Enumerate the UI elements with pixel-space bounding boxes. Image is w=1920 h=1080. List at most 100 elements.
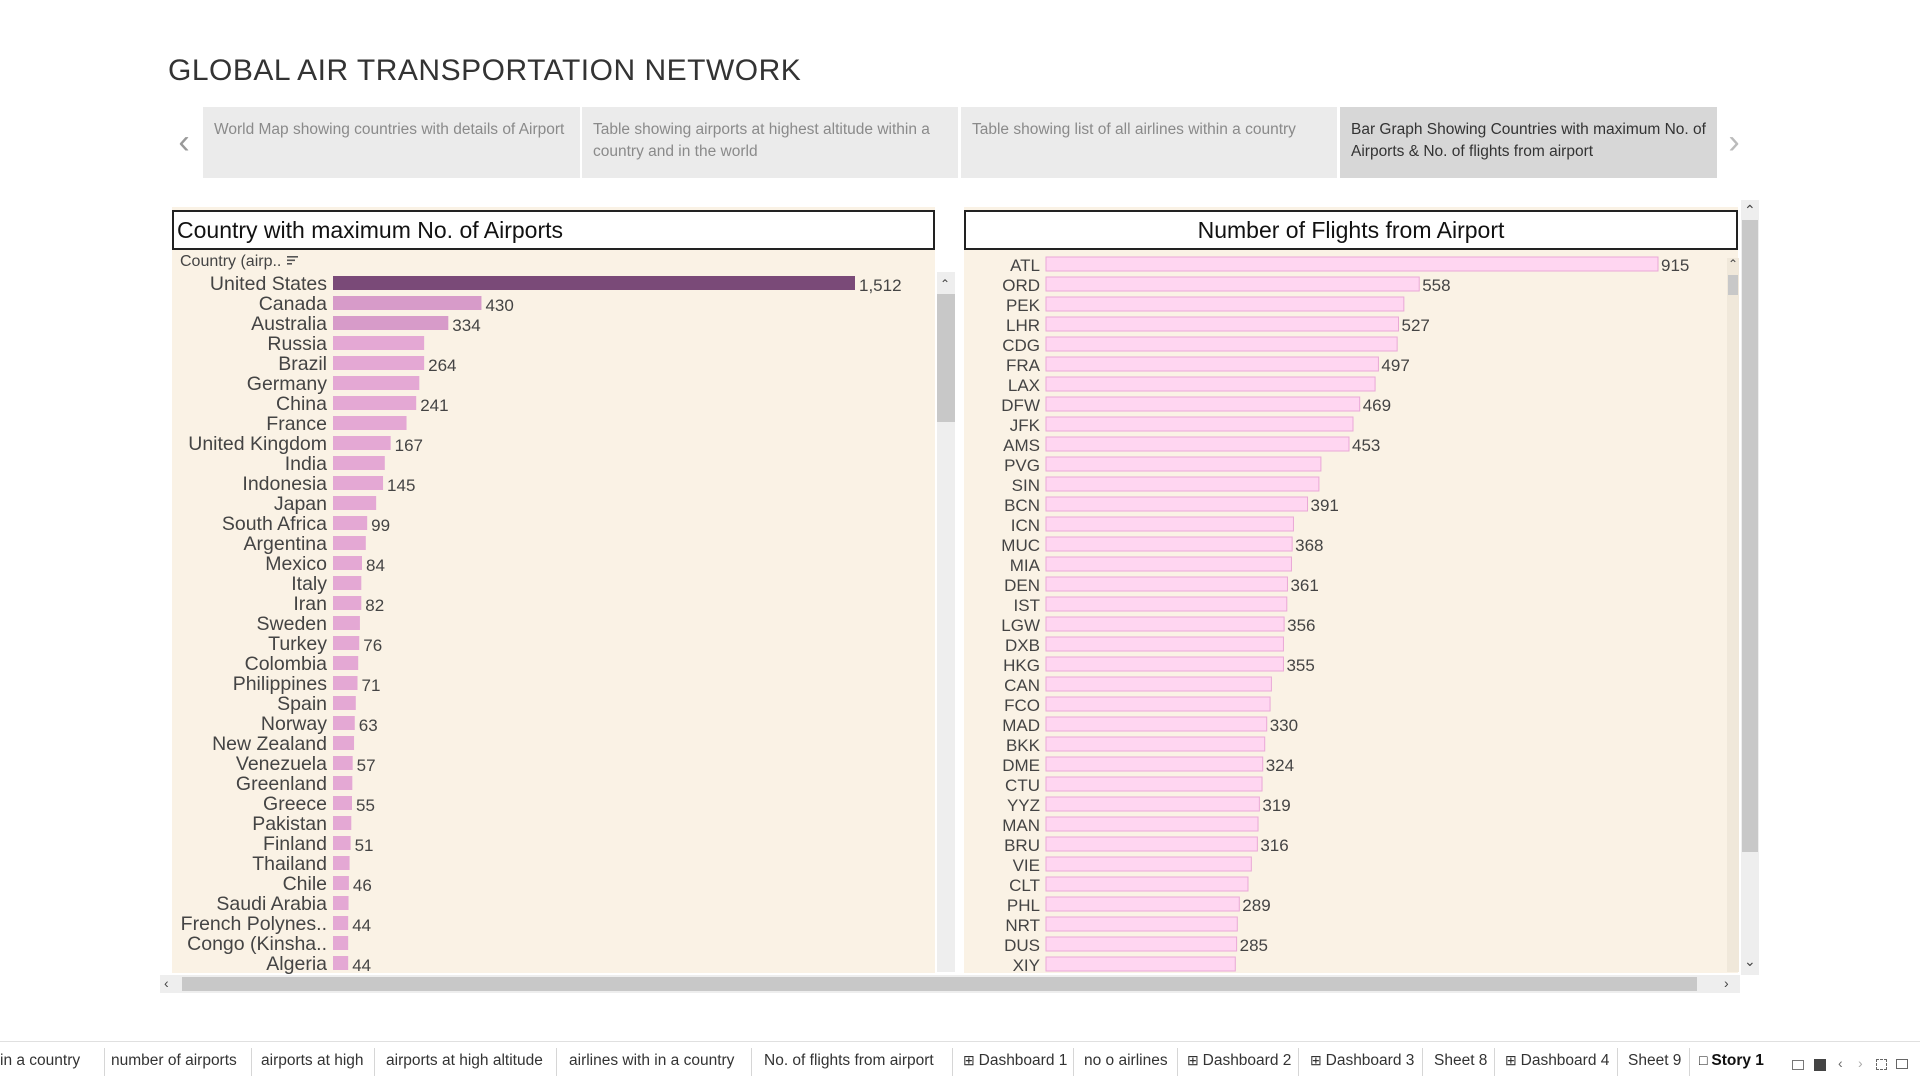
country-bar[interactable]	[333, 796, 352, 810]
dashboard-scroll-down-icon[interactable]: ⌄	[1744, 953, 1756, 969]
flights-bar[interactable]	[1045, 296, 1405, 312]
country-bar[interactable]	[333, 596, 362, 610]
present-icon[interactable]	[1896, 1059, 1908, 1069]
country-bar[interactable]	[333, 736, 355, 750]
flights-bar[interactable]	[1045, 256, 1659, 272]
tab-prev-icon[interactable]: ‹	[1838, 1055, 1843, 1071]
flights-bar[interactable]	[1045, 416, 1354, 432]
flights-bar[interactable]	[1045, 856, 1252, 872]
country-bar[interactable]	[333, 436, 391, 450]
country-bar[interactable]	[333, 916, 349, 930]
flights-bar[interactable]	[1045, 576, 1288, 592]
country-bar[interactable]	[333, 336, 425, 350]
view-grid-icon[interactable]	[1792, 1060, 1804, 1070]
flights-bar[interactable]	[1045, 436, 1350, 452]
tab-dashboard-1[interactable]: ⊞ Dashboard 1	[963, 1052, 1068, 1069]
country-bar[interactable]	[333, 716, 355, 730]
country-bar[interactable]	[333, 556, 362, 570]
flights-bar[interactable]	[1045, 956, 1236, 972]
right-inner-scrollbar-thumb[interactable]	[1728, 275, 1738, 295]
flights-bar[interactable]	[1045, 476, 1320, 492]
flights-bar[interactable]	[1045, 356, 1379, 372]
story-point-4-active[interactable]: Bar Graph Showing Countries with maximum…	[1340, 107, 1717, 178]
country-bar[interactable]	[333, 536, 366, 550]
flights-bar[interactable]	[1045, 676, 1272, 692]
scroll-right-icon[interactable]: ›	[1724, 975, 1729, 991]
flights-bar[interactable]	[1045, 616, 1285, 632]
country-bar[interactable]	[333, 296, 482, 310]
scroll-up-icon[interactable]: ⌃	[940, 277, 951, 291]
story-next-button[interactable]: ›	[1722, 122, 1746, 162]
left-scrollbar-thumb[interactable]	[937, 294, 955, 422]
flights-bar[interactable]	[1045, 916, 1238, 932]
flights-bar[interactable]	[1045, 336, 1398, 352]
country-bar[interactable]	[333, 656, 359, 670]
left-axis-header[interactable]: Country (airp..	[180, 253, 300, 271]
flights-bar[interactable]	[1045, 716, 1268, 732]
country-bar[interactable]	[333, 616, 360, 630]
flights-bar[interactable]	[1045, 276, 1420, 292]
view-single-icon[interactable]	[1814, 1059, 1826, 1071]
country-bar[interactable]	[333, 676, 358, 690]
tab-next-icon[interactable]: ›	[1858, 1055, 1863, 1071]
flights-bar[interactable]	[1045, 556, 1292, 572]
country-bar[interactable]	[333, 776, 353, 790]
country-bar[interactable]	[333, 836, 351, 850]
flights-bar[interactable]	[1045, 796, 1260, 812]
flights-bar[interactable]	[1045, 656, 1284, 672]
flights-bar[interactable]	[1045, 776, 1263, 792]
country-bar[interactable]	[333, 376, 420, 390]
country-bar[interactable]	[333, 416, 407, 430]
story-prev-button[interactable]: ‹	[172, 122, 196, 162]
country-bar[interactable]	[333, 816, 352, 830]
flights-bar[interactable]	[1045, 396, 1361, 412]
country-bar[interactable]	[333, 856, 350, 870]
flights-bar[interactable]	[1045, 596, 1288, 612]
flights-bar[interactable]	[1045, 376, 1376, 392]
country-bar[interactable]	[333, 756, 353, 770]
flights-bar[interactable]	[1045, 876, 1249, 892]
flights-bar[interactable]	[1045, 816, 1259, 832]
tab-dashboard-2[interactable]: ⊞ Dashboard 2	[1187, 1052, 1292, 1069]
country-bar[interactable]	[333, 316, 449, 330]
fullscreen-icon[interactable]	[1876, 1059, 1887, 1070]
country-bar[interactable]	[333, 276, 855, 290]
tab-sheet-9[interactable]: Sheet 9	[1628, 1052, 1682, 1069]
country-bar[interactable]	[333, 696, 356, 710]
tab-airports-at-high-altitude[interactable]: airports at high altitude	[386, 1052, 543, 1069]
tab-no-o-airlines[interactable]: no o airlines	[1084, 1052, 1168, 1069]
country-bar[interactable]	[333, 956, 349, 970]
tab-in-a-country[interactable]: in a country	[0, 1052, 81, 1069]
flights-bar[interactable]	[1045, 456, 1322, 472]
dashboard-vertical-thumb[interactable]	[1742, 220, 1758, 852]
flights-bar[interactable]	[1045, 496, 1309, 512]
tab-airports-at-high[interactable]: airports at high	[261, 1052, 364, 1069]
tab-number-of-airports[interactable]: number of airports	[111, 1052, 237, 1069]
country-bar[interactable]	[333, 496, 377, 510]
country-bar[interactable]	[333, 876, 349, 890]
tab-sheet-8[interactable]: Sheet 8	[1434, 1052, 1488, 1069]
flights-bar[interactable]	[1045, 756, 1264, 772]
flights-bar[interactable]	[1045, 536, 1293, 552]
scroll-left-icon[interactable]: ‹	[164, 975, 169, 991]
right-inner-scrollbar[interactable]	[1727, 258, 1739, 972]
story-point-1[interactable]: World Map showing countries with details…	[203, 107, 580, 178]
flights-bar[interactable]	[1045, 836, 1258, 852]
country-bar[interactable]	[333, 576, 362, 590]
flights-bar[interactable]	[1045, 936, 1238, 952]
tab-story-1-active[interactable]: □ Story 1	[1699, 1052, 1764, 1069]
country-bar[interactable]	[333, 396, 417, 410]
tab-dashboard-3[interactable]: ⊞ Dashboard 3	[1310, 1052, 1415, 1069]
country-bar[interactable]	[333, 456, 385, 470]
country-bar[interactable]	[333, 476, 384, 490]
sort-desc-icon[interactable]	[286, 253, 300, 271]
flights-bar[interactable]	[1045, 896, 1240, 912]
dashboard-scroll-up-icon[interactable]: ⌃	[1744, 202, 1756, 218]
country-bar[interactable]	[333, 896, 349, 910]
flights-bar[interactable]	[1045, 516, 1294, 532]
inner-scroll-up-icon[interactable]: ⌃	[1728, 257, 1739, 271]
horizontal-scrollbar-thumb[interactable]	[182, 977, 1697, 991]
flights-bar[interactable]	[1045, 736, 1266, 752]
country-bar[interactable]	[333, 356, 425, 370]
story-point-2[interactable]: Table showing airports at highest altitu…	[582, 107, 958, 178]
